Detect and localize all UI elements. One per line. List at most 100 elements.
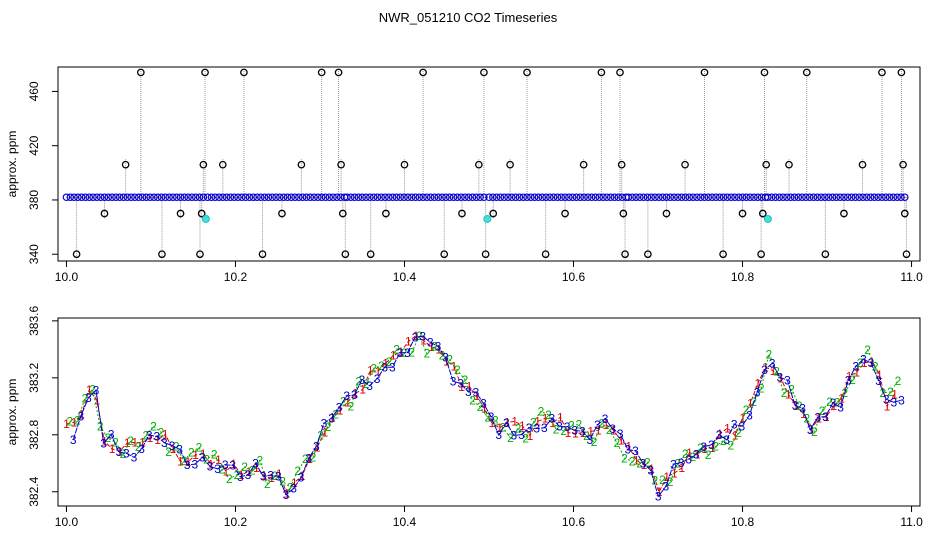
- baseline-point: [268, 193, 277, 202]
- excursion-point: [158, 250, 166, 259]
- baseline-point: [445, 193, 454, 202]
- series-1-point: 1: [223, 464, 230, 478]
- series-2-point: 2: [264, 477, 271, 491]
- baseline-point: [385, 193, 393, 202]
- series-3-point: 3: [222, 458, 229, 472]
- excursion-point: [900, 209, 909, 218]
- top-panel: approx. ppm 10.0 10.2 10.4 10.6 10.8 11.0 340…: [5, 66, 923, 284]
- excursion-point: [802, 68, 811, 77]
- series-2-point: 2: [454, 363, 461, 377]
- series-3-point: 3: [754, 386, 761, 400]
- series-1-point: 1: [359, 383, 366, 397]
- series-2-point: 2: [796, 399, 803, 413]
- excursion-point: [840, 209, 848, 218]
- baseline-point: [245, 193, 254, 202]
- series-3-point: 3: [678, 456, 685, 470]
- series-1-point: 1: [245, 465, 252, 479]
- excursion-point: [366, 250, 375, 259]
- series-1-point: 1: [785, 387, 792, 401]
- series-3-point: 3: [473, 385, 480, 399]
- baseline-point: [291, 193, 299, 202]
- series-3-point: 3: [518, 428, 525, 442]
- baseline-point: [775, 193, 784, 202]
- series-1-point: 1: [747, 397, 754, 411]
- series-3-point: 3: [663, 480, 670, 494]
- series-3-point: 3: [138, 442, 145, 456]
- excursion-point: [338, 209, 347, 218]
- excursion-point: [681, 160, 689, 169]
- series-1-point: 1: [701, 442, 708, 456]
- series-3-point: 3: [579, 424, 586, 438]
- series-1-point: 1: [861, 356, 868, 370]
- series-1-point: 1: [542, 411, 549, 425]
- series-1-point: 1: [238, 468, 245, 482]
- baseline-point: [719, 193, 728, 202]
- series-2-point: 2: [819, 404, 826, 418]
- baseline-point: [191, 193, 200, 202]
- baseline-point: [358, 193, 367, 202]
- series-3-point: 3: [799, 402, 806, 416]
- series-3-point: 3: [374, 372, 381, 386]
- baseline-point: [74, 193, 82, 202]
- series-2-point: 2: [370, 361, 377, 375]
- baseline-point: [138, 193, 147, 202]
- baseline-point: [366, 193, 374, 202]
- series-1-point: 1: [306, 452, 313, 466]
- series-3-point: 3: [571, 424, 578, 438]
- series-2-point: 2: [545, 408, 552, 422]
- series-1-point: 1: [413, 329, 420, 343]
- series-1-point: 1: [420, 333, 427, 347]
- series-1-point: 1: [663, 470, 670, 484]
- baseline-point: [881, 193, 890, 202]
- series-3-point: 3: [640, 456, 647, 470]
- baseline-point: [472, 193, 481, 202]
- series-3-point: 3: [207, 460, 214, 474]
- series-3-point: 3: [723, 433, 730, 447]
- series-3-point: 3: [229, 458, 236, 472]
- series-2-point: 2: [294, 464, 301, 478]
- series-1-point: 1: [504, 416, 511, 430]
- excursion-point: [738, 209, 747, 218]
- series-1-point: 1: [876, 368, 883, 382]
- series-1-point: 1: [618, 434, 625, 448]
- baseline-point: [468, 193, 477, 202]
- baseline-point: [89, 193, 97, 202]
- series-1-point: 1: [314, 440, 321, 454]
- series-2-point: 2: [82, 392, 89, 406]
- baseline-point: [310, 193, 318, 202]
- top-y-axis-label: approx. ppm: [5, 131, 19, 198]
- series-2-point: 2: [484, 410, 491, 424]
- baseline-point: [587, 193, 596, 202]
- baseline-point: [504, 193, 512, 202]
- baseline-point: [388, 193, 397, 202]
- baseline-point: [580, 193, 588, 202]
- baseline-point: [157, 193, 166, 202]
- series-1-point: 1: [177, 454, 184, 468]
- series-2-point: 2: [332, 408, 339, 422]
- series-1-point: 1: [709, 441, 716, 455]
- series-1-point: 1: [337, 403, 344, 417]
- series-2-point: 2: [560, 424, 567, 438]
- series-3-point: 3: [389, 361, 396, 375]
- baseline-point: [606, 193, 615, 202]
- baseline-point: [314, 193, 322, 202]
- series-1-point: 1: [375, 365, 382, 379]
- baseline-point: [77, 193, 86, 202]
- baseline-point: [805, 193, 814, 202]
- excursion-point: [480, 68, 488, 77]
- series-1-point: 1: [853, 366, 860, 380]
- series-1-point: 1: [185, 455, 192, 469]
- excursion-point: [621, 250, 629, 259]
- baseline-point: [685, 193, 694, 202]
- baseline-point: [610, 193, 619, 202]
- series-2-point: 2: [355, 374, 362, 388]
- series-3-point: 3: [176, 442, 183, 456]
- baseline-point: [670, 193, 678, 202]
- series-2-point: 2: [203, 453, 210, 467]
- series-2-point: 2: [386, 355, 393, 369]
- series-2-point: 2: [424, 347, 431, 361]
- series-3-point: 3: [115, 445, 122, 459]
- baseline-point: [855, 193, 863, 202]
- baseline-point: [798, 193, 806, 202]
- baseline-point: [786, 193, 795, 202]
